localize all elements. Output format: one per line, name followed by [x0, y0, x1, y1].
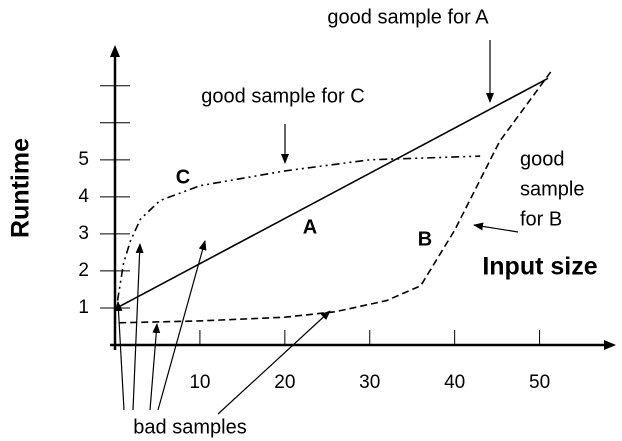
arrow — [114, 301, 125, 411]
arrow — [149, 323, 161, 411]
curve — [116, 77, 549, 309]
x-tick-label: 30 — [359, 372, 380, 393]
curve — [119, 70, 553, 324]
x-tick-label: 10 — [189, 372, 210, 393]
y-tick-label: 2 — [78, 260, 89, 281]
annotation: sample — [520, 178, 584, 200]
y-tick-label: 3 — [78, 223, 89, 244]
y-tick-label: 4 — [78, 186, 89, 207]
annotation-arrows — [114, 40, 519, 415]
arrow — [217, 310, 331, 415]
y-tick-label: 5 — [78, 149, 89, 170]
annotation: good sample for C — [201, 85, 364, 107]
annotation: good — [520, 148, 565, 170]
annotation: good sample for A — [327, 6, 489, 28]
arrow — [473, 222, 519, 233]
curve-label: B — [418, 228, 432, 250]
annotation: bad samples — [133, 416, 246, 438]
y-axis-label: Runtime — [7, 138, 35, 238]
x-axis-label: Input size — [482, 253, 597, 281]
annotation: for B — [520, 208, 562, 230]
curve-label: C — [176, 166, 190, 188]
y-axis-arrow — [110, 45, 120, 57]
x-tick-label: 20 — [274, 372, 295, 393]
curve-label: A — [303, 216, 317, 238]
y-tick-label: 1 — [78, 297, 89, 318]
arrow — [157, 240, 207, 411]
arrow — [132, 243, 144, 411]
x-tick-label: 40 — [444, 372, 465, 393]
x-tick-label: 50 — [529, 372, 550, 393]
x-axis-arrow — [604, 340, 616, 350]
